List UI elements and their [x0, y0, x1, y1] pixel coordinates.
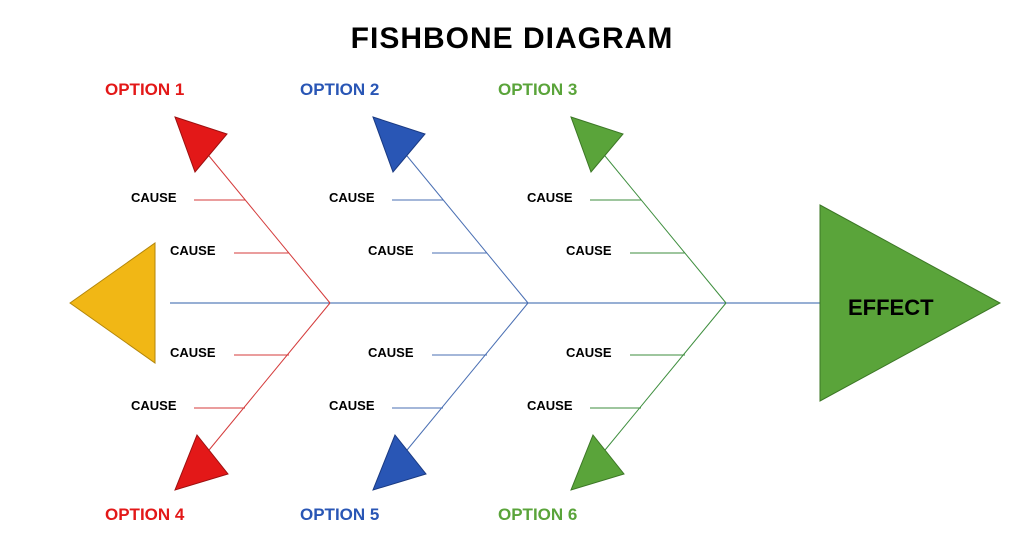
bone-opt6 — [596, 303, 726, 461]
cause-label-opt1-0: CAUSE — [131, 190, 177, 205]
tail-triangle — [70, 243, 155, 363]
cause-label-opt6-0: CAUSE — [566, 345, 612, 360]
fishbone-diagram: FISHBONE DIAGRAM EFFECT OPTION 1CAUSECAU… — [0, 0, 1024, 546]
cause-label-opt6-1: CAUSE — [527, 398, 573, 413]
cause-label-opt3-0: CAUSE — [527, 190, 573, 205]
option-label-opt6: OPTION 6 — [498, 505, 577, 525]
cause-label-opt4-1: CAUSE — [131, 398, 177, 413]
cause-label-opt3-1: CAUSE — [566, 243, 612, 258]
cause-label-opt2-1: CAUSE — [368, 243, 414, 258]
effect-label: EFFECT — [848, 295, 934, 321]
bone-opt2 — [398, 145, 528, 303]
cause-label-opt4-0: CAUSE — [170, 345, 216, 360]
cause-label-opt5-0: CAUSE — [368, 345, 414, 360]
arrow-opt2 — [373, 117, 425, 172]
cause-label-opt5-1: CAUSE — [329, 398, 375, 413]
arrow-opt3 — [571, 117, 623, 172]
option-label-opt1: OPTION 1 — [105, 80, 184, 100]
bone-opt1 — [200, 145, 330, 303]
cause-label-opt2-0: CAUSE — [329, 190, 375, 205]
option-label-opt2: OPTION 2 — [300, 80, 379, 100]
arrow-opt1 — [175, 117, 227, 172]
arrow-opt6 — [571, 435, 624, 490]
option-label-opt3: OPTION 3 — [498, 80, 577, 100]
bone-opt3 — [596, 145, 726, 303]
cause-label-opt1-1: CAUSE — [170, 243, 216, 258]
option-label-opt4: OPTION 4 — [105, 505, 184, 525]
bone-opt5 — [398, 303, 528, 461]
arrow-opt4 — [175, 435, 228, 490]
option-label-opt5: OPTION 5 — [300, 505, 379, 525]
arrow-opt5 — [373, 435, 426, 490]
bone-opt4 — [200, 303, 330, 461]
